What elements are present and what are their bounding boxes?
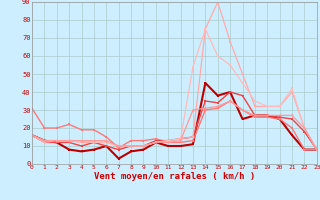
X-axis label: Vent moyen/en rafales ( km/h ): Vent moyen/en rafales ( km/h ) — [94, 172, 255, 181]
